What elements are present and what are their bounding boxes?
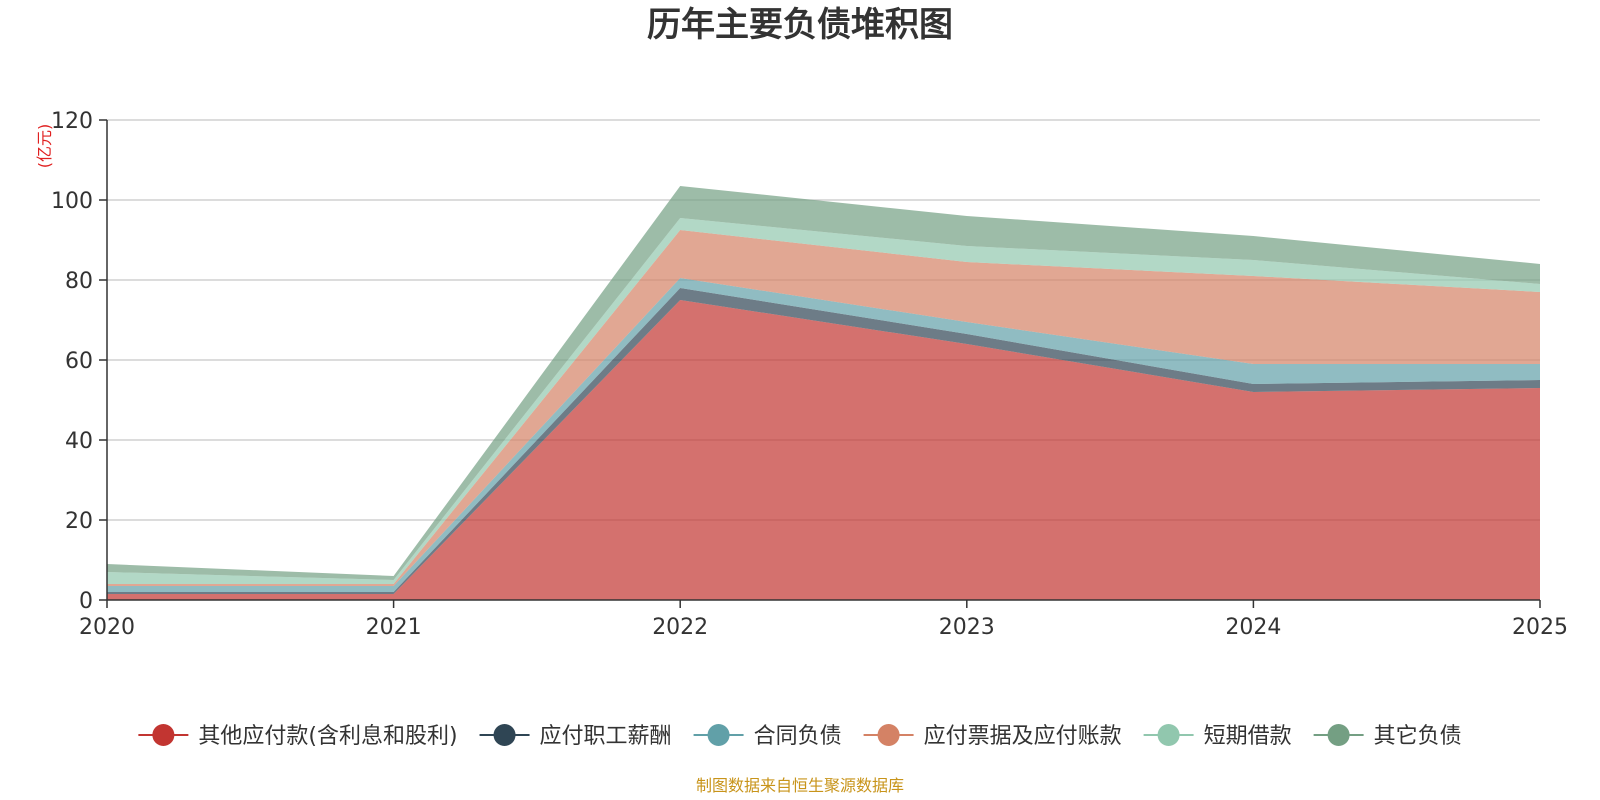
legend-marker	[1327, 724, 1350, 746]
area-series-5	[107, 218, 1540, 584]
chart-title: 历年主要负债堆积图	[647, 5, 953, 45]
legend-label: 其他应付款(含利息和股利)	[198, 724, 457, 749]
legend-marker	[707, 724, 730, 746]
legend-item-4[interactable]: 应付票据及应付账款	[863, 724, 1122, 749]
x-tick-label: 2023	[939, 615, 995, 640]
area-series-4	[107, 230, 1540, 586]
x-tick-label: 2025	[1512, 615, 1568, 640]
legend-marker	[152, 724, 175, 746]
y-tick-label: 60	[65, 349, 93, 374]
axes: 0 20 40 60 80 100 120 2020 2021 2022 2023 2024 2025	[51, 109, 1568, 640]
x-tick-label: 2022	[652, 615, 708, 640]
y-tick-label: 100	[51, 189, 93, 214]
legend-item-5[interactable]: 短期借款	[1143, 724, 1292, 749]
legend-label: 其它负债	[1374, 724, 1462, 749]
y-axis-unit-label: (亿元)	[35, 124, 54, 169]
legend-label: 应付票据及应付账款	[924, 724, 1122, 749]
legend-marker	[877, 724, 900, 746]
legend-item-3[interactable]: 合同负债	[693, 724, 842, 749]
area-series-6	[107, 186, 1540, 580]
area-series-1	[107, 300, 1540, 600]
legend-label: 应付职工薪酬	[540, 724, 672, 749]
area-series-2	[107, 288, 1540, 594]
area-series-group	[107, 186, 1540, 600]
y-tick-label: 0	[79, 589, 93, 614]
legend-marker	[1157, 724, 1180, 746]
x-tick-label: 2020	[79, 615, 135, 640]
legend-item-2[interactable]: 应付职工薪酬	[479, 724, 672, 749]
legend-marker	[493, 724, 516, 746]
legend: 其他应付款(含利息和股利) 应付职工薪酬 合同负债 应付票据及应付账款 短期借款 其它负债	[138, 724, 1462, 749]
legend-label: 合同负债	[754, 724, 842, 749]
y-tick-label: 80	[65, 269, 93, 294]
x-tick-label: 2024	[1225, 615, 1281, 640]
y-tick-label: 40	[65, 429, 93, 454]
legend-label: 短期借款	[1204, 724, 1292, 749]
legend-item-1[interactable]: 其他应付款(含利息和股利)	[138, 724, 458, 749]
data-source-note: 制图数据来自恒生聚源数据库	[696, 776, 904, 795]
legend-item-6[interactable]: 其它负债	[1313, 724, 1462, 749]
area-series-3	[107, 278, 1540, 592]
y-tick-label: 20	[65, 509, 93, 534]
x-tick-label: 2021	[366, 615, 422, 640]
y-tick-label: 120	[51, 109, 93, 134]
